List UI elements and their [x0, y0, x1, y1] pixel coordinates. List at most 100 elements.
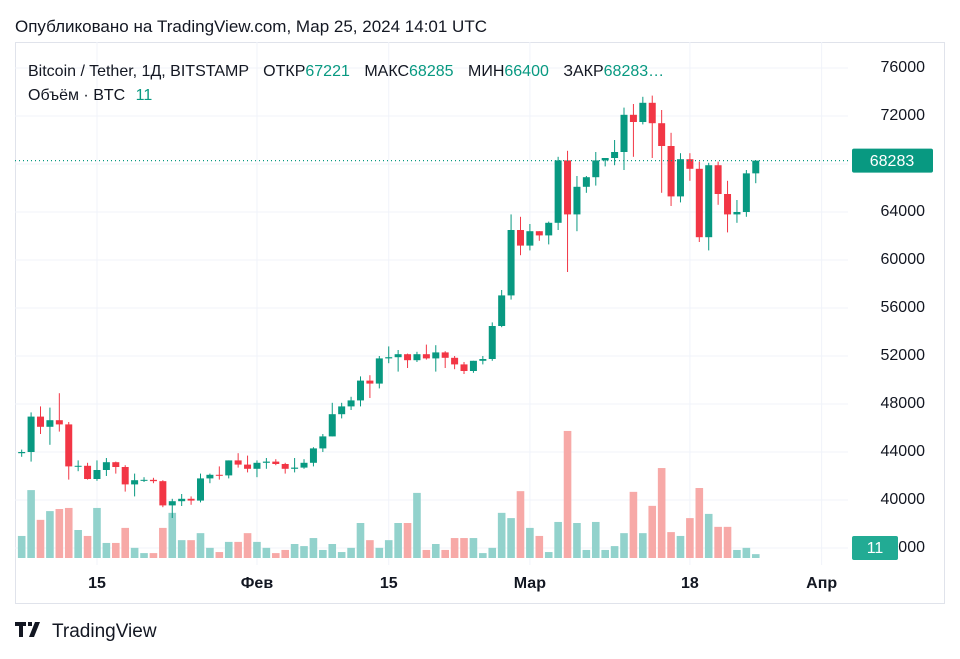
volume-bar	[563, 430, 572, 558]
x-tick-label: Фев	[241, 575, 274, 592]
candle-body	[752, 160, 760, 174]
y-tick-label: 76000	[881, 59, 926, 76]
candle-body	[564, 160, 572, 215]
volume-bar	[460, 538, 468, 558]
candle-body	[244, 464, 252, 469]
volume-bar	[55, 509, 64, 558]
volume-bar	[253, 541, 261, 558]
candle-body	[74, 465, 82, 467]
volume-bar	[573, 523, 581, 558]
volume-bar	[497, 512, 506, 558]
volume-bar	[507, 518, 515, 558]
volume-bar	[121, 527, 130, 558]
volume-bar	[328, 544, 337, 558]
candle-body	[545, 222, 553, 236]
x-tick-label: Апр	[806, 575, 837, 592]
last-price-label: 68283	[870, 153, 915, 170]
candle-body	[516, 230, 524, 246]
volume-bar	[27, 490, 35, 558]
symbol: Bitcoin / Tether, 1Д, BITSTAMP	[28, 63, 249, 80]
volume-bar	[695, 488, 704, 558]
candle-body	[319, 436, 327, 449]
candle-pane	[18, 95, 760, 518]
candle-body	[507, 230, 515, 296]
volume-bar	[366, 540, 374, 558]
volume-bar	[704, 513, 713, 558]
brand-logo	[15, 622, 40, 637]
candle-body	[686, 159, 694, 169]
volume-bar	[17, 535, 26, 558]
y-tick-label: 64000	[881, 203, 926, 220]
candle-body	[611, 152, 619, 159]
volume-bar	[742, 547, 751, 558]
volume-bar	[375, 547, 384, 558]
candle-body	[338, 406, 346, 415]
y-tick-label: 40000	[881, 491, 926, 508]
volume-bar	[177, 540, 186, 558]
volume-bar	[431, 544, 440, 558]
volume-bar	[271, 553, 280, 558]
volume-bar	[149, 553, 158, 558]
candle-body	[601, 158, 609, 161]
candle-body	[535, 231, 543, 236]
volume-bar	[667, 532, 675, 558]
volume-bar	[601, 549, 609, 558]
candle-body	[441, 352, 449, 358]
candle-body	[178, 498, 186, 502]
volume-bar	[196, 533, 205, 558]
candle-body	[451, 357, 459, 365]
volume-bar	[384, 540, 393, 558]
chart-frame	[15, 42, 945, 604]
candle-body	[724, 194, 732, 215]
candle-body	[498, 295, 506, 326]
volume-bar	[554, 521, 562, 558]
candle-body	[488, 325, 496, 359]
candle-body	[676, 159, 684, 197]
candle-body	[159, 481, 167, 506]
candle-body	[413, 354, 421, 361]
volume-bar	[243, 533, 252, 558]
candle-body	[300, 462, 308, 468]
candle-body	[479, 358, 487, 361]
y-tick-label: 72000	[881, 107, 926, 124]
volume-bar	[639, 533, 647, 558]
volume-bar	[102, 542, 111, 558]
candle-body	[460, 364, 468, 371]
volume-bar	[224, 541, 233, 558]
volume-bar	[544, 552, 553, 558]
candle-body	[328, 414, 336, 437]
candle-body	[149, 479, 157, 482]
volume-bar	[206, 547, 214, 558]
volume-bar	[413, 492, 421, 558]
published-caption: Опубликовано на TradingView.com, Мар 25,…	[15, 17, 487, 36]
volume-bar	[215, 552, 224, 558]
last-price-badge	[852, 148, 933, 173]
volume-bar	[441, 549, 449, 558]
volume-bar	[262, 547, 271, 558]
volume-bar	[234, 541, 242, 558]
y-tick-label: 52000	[881, 347, 926, 364]
candle-body	[592, 160, 600, 178]
candle-body	[667, 146, 675, 197]
volume-bar	[74, 530, 82, 558]
volume-bar	[159, 527, 167, 558]
candle-body	[366, 380, 374, 384]
candle-body	[272, 461, 280, 464]
volume-bar	[751, 554, 760, 558]
volume-bar	[535, 535, 544, 558]
volume-bar	[469, 538, 478, 558]
candle-body	[432, 352, 440, 359]
candle-body	[733, 212, 741, 215]
candle-body	[121, 466, 129, 485]
y-tick-label: 48000	[881, 395, 926, 412]
volume-bar	[300, 546, 308, 558]
volume-bar	[309, 538, 318, 558]
x-tick-label: 15	[380, 575, 398, 592]
candle-body	[55, 420, 63, 425]
legend-label: МИН	[467, 63, 505, 80]
x-tick-label: Мар	[514, 575, 546, 592]
legend: Bitcoin / Tether, 1Д, BITSTAMP ОТКР67221…	[28, 60, 664, 108]
volume-title: Объём · BTC	[28, 87, 126, 104]
legend-row: Объём · BTC 11	[28, 84, 664, 108]
